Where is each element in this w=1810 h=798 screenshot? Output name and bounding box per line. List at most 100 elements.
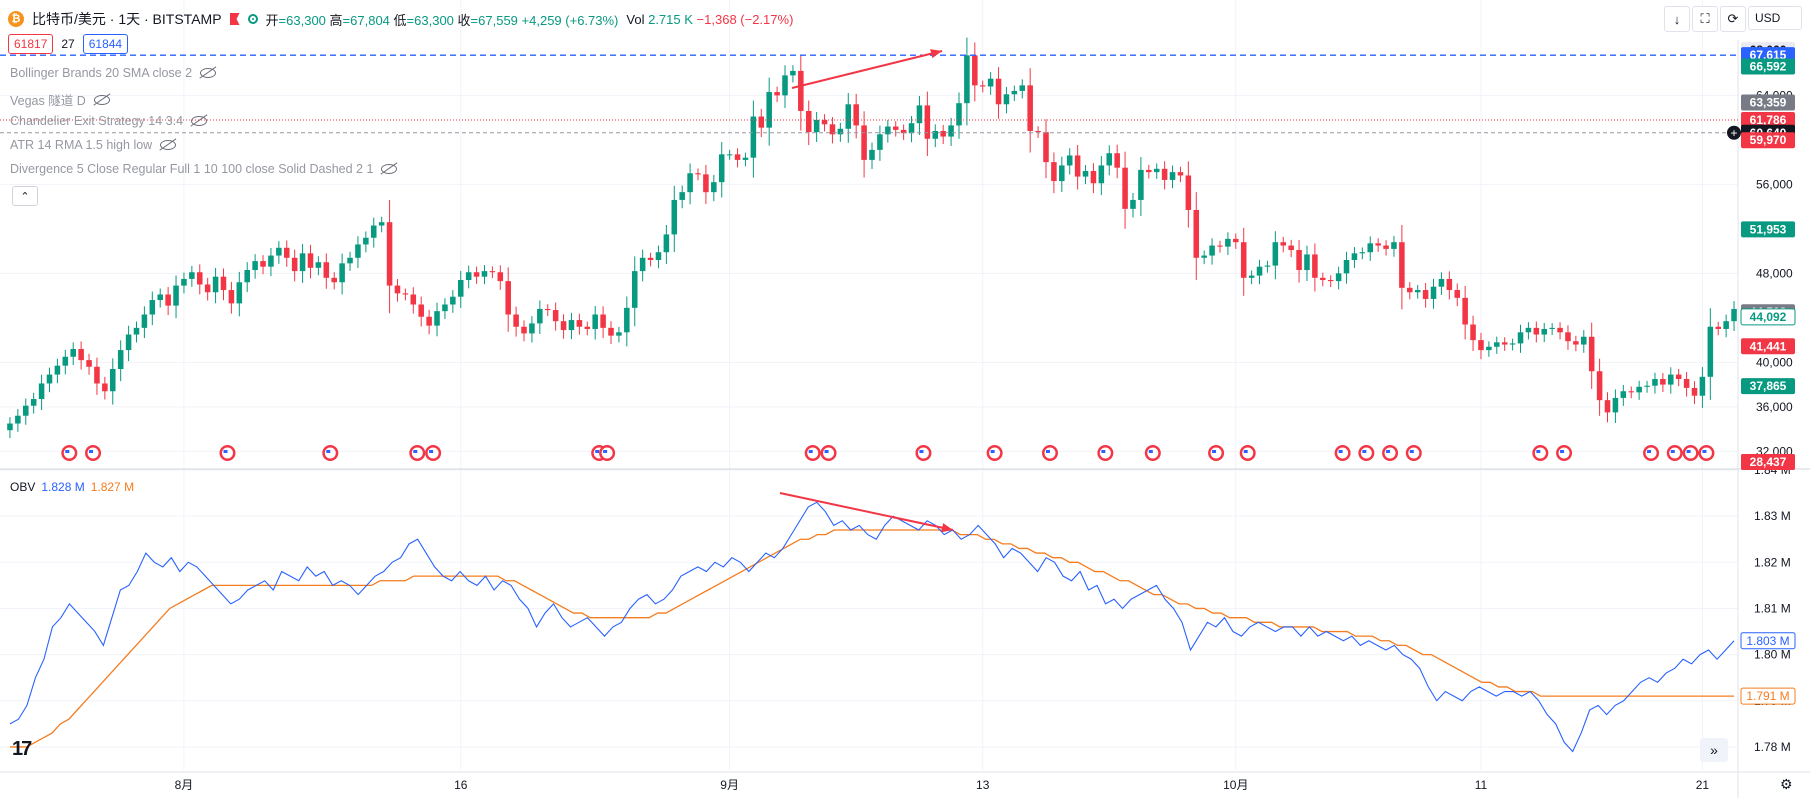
candle-body [560,321,567,331]
indicator-bollinger[interactable]: Bollinger Brands 20 SMA close 2 [10,66,217,80]
candle-body [987,78,994,87]
candle-body [157,294,163,301]
tradingview-logo[interactable]: 17 [12,738,32,760]
candle-body [1343,260,1350,274]
candle-body [1691,387,1698,396]
buy-price-button[interactable]: 61844 [82,34,129,54]
candle-body [315,262,322,268]
candle-body [1217,245,1223,247]
eye-hidden-icon[interactable] [200,68,217,78]
us-flag-icon [1338,450,1343,453]
obv-ma-line [9,529,1735,748]
candle-body [46,374,53,384]
download-icon[interactable]: ↓ [1664,6,1690,32]
indicator-divergence[interactable]: Divergence 5 Close Regular Full 1 10 100… [10,162,398,176]
candle-body [394,285,401,294]
price-tick-label: 36,000 [1756,400,1793,414]
candle-body [679,192,685,200]
symbol-title[interactable]: 比特币/美元 · 1天 · BITSTAMP [32,11,222,27]
x-tick-label: 13 [976,778,990,792]
candle-body [1153,168,1160,173]
candle-body [457,280,464,297]
candle-body [774,92,780,96]
candle-body [742,157,749,160]
candle-body [995,78,1002,105]
indicator-vegas[interactable]: Vegas 隧道 D [10,90,110,109]
candle-body [244,270,250,283]
candle-body [1573,341,1579,345]
obv-tick-label: 1.78 M [1754,740,1791,754]
candle-body [426,316,432,326]
candle-body [212,276,219,293]
x-tick-label: 8月 [175,778,194,792]
eye-hidden-icon[interactable] [160,140,177,150]
obv-legend[interactable]: OBV 1.828 M 1.827 M [10,480,135,494]
expand-arrows-icon[interactable]: » [1700,738,1728,762]
candle-body [497,272,504,282]
eye-hidden-icon[interactable] [381,164,398,174]
candle-body [1612,397,1619,413]
candle-body [845,104,852,129]
us-flag-icon [1386,450,1391,453]
candle-body [347,257,353,264]
eye-hidden-icon[interactable] [93,94,110,105]
candle-body [1351,253,1358,261]
currency-select[interactable]: USD [1748,6,1802,30]
candle-body [1280,242,1287,246]
obv-line [9,501,1735,753]
sell-price-button[interactable]: 61817 [8,34,54,54]
candle-body [125,334,132,351]
gear-icon[interactable]: ⚙ [1780,776,1793,792]
collapse-indicators-button[interactable]: ⌃ [12,186,38,206]
candle-body [513,314,519,327]
us-flag-icon [1243,450,1248,453]
x-tick-label: 10月 [1223,778,1248,792]
candle-body [568,320,575,331]
candle-body [1596,371,1603,401]
screenshot-icon[interactable]: ⟳ [1720,6,1746,32]
candle-body [1407,287,1413,293]
candle-body [1541,328,1548,335]
candle-body [1470,324,1476,341]
candle-body [1233,238,1239,243]
price-badge [1741,94,1795,111]
candle-body [655,252,662,261]
indicator-chandelier[interactable]: Chandelier Exit Strategy 14 3.4 [10,114,208,128]
flag-icon[interactable] [229,13,240,25]
candle-body [624,307,630,333]
candle-body [173,285,179,306]
indicator-atr[interactable]: ATR 14 RMA 1.5 high low [10,138,177,152]
candle-body [141,314,148,328]
price-badge-label: 66,592 [1750,60,1787,74]
candle-body [1549,327,1555,329]
candle-body [355,244,361,258]
price-tick-label: 40,000 [1756,355,1793,369]
eye-hidden-icon[interactable] [191,116,208,126]
candle-body [956,103,962,126]
candle-body [410,294,417,305]
plus-icon: + [1730,126,1737,140]
candle-body [1660,379,1666,385]
candle-body [687,173,693,193]
candle-body [1391,242,1397,249]
candle-body [979,85,986,87]
fullscreen-icon[interactable]: ⛶ [1692,6,1718,32]
candle-body [220,276,227,291]
candle-body [370,225,377,238]
price-badge [1741,58,1795,75]
us-flag-icon [413,450,418,453]
obv-tick-label: 1.83 M [1754,509,1791,523]
candle-body [1588,336,1595,372]
candle-body [1359,252,1366,254]
candle-body [268,255,274,267]
symbol-header: ₿ 比特币/美元 · 1天 · BITSTAMP 开=63,300 高=67,8… [8,6,793,32]
candle-body [1264,265,1271,267]
candle-body [829,124,836,135]
candle-body [450,296,456,305]
price-badge [1741,132,1795,149]
candle-body [473,272,480,277]
price-divergence-arrow-head [930,49,942,59]
price-badge [1740,308,1796,326]
candle-body [23,405,29,416]
